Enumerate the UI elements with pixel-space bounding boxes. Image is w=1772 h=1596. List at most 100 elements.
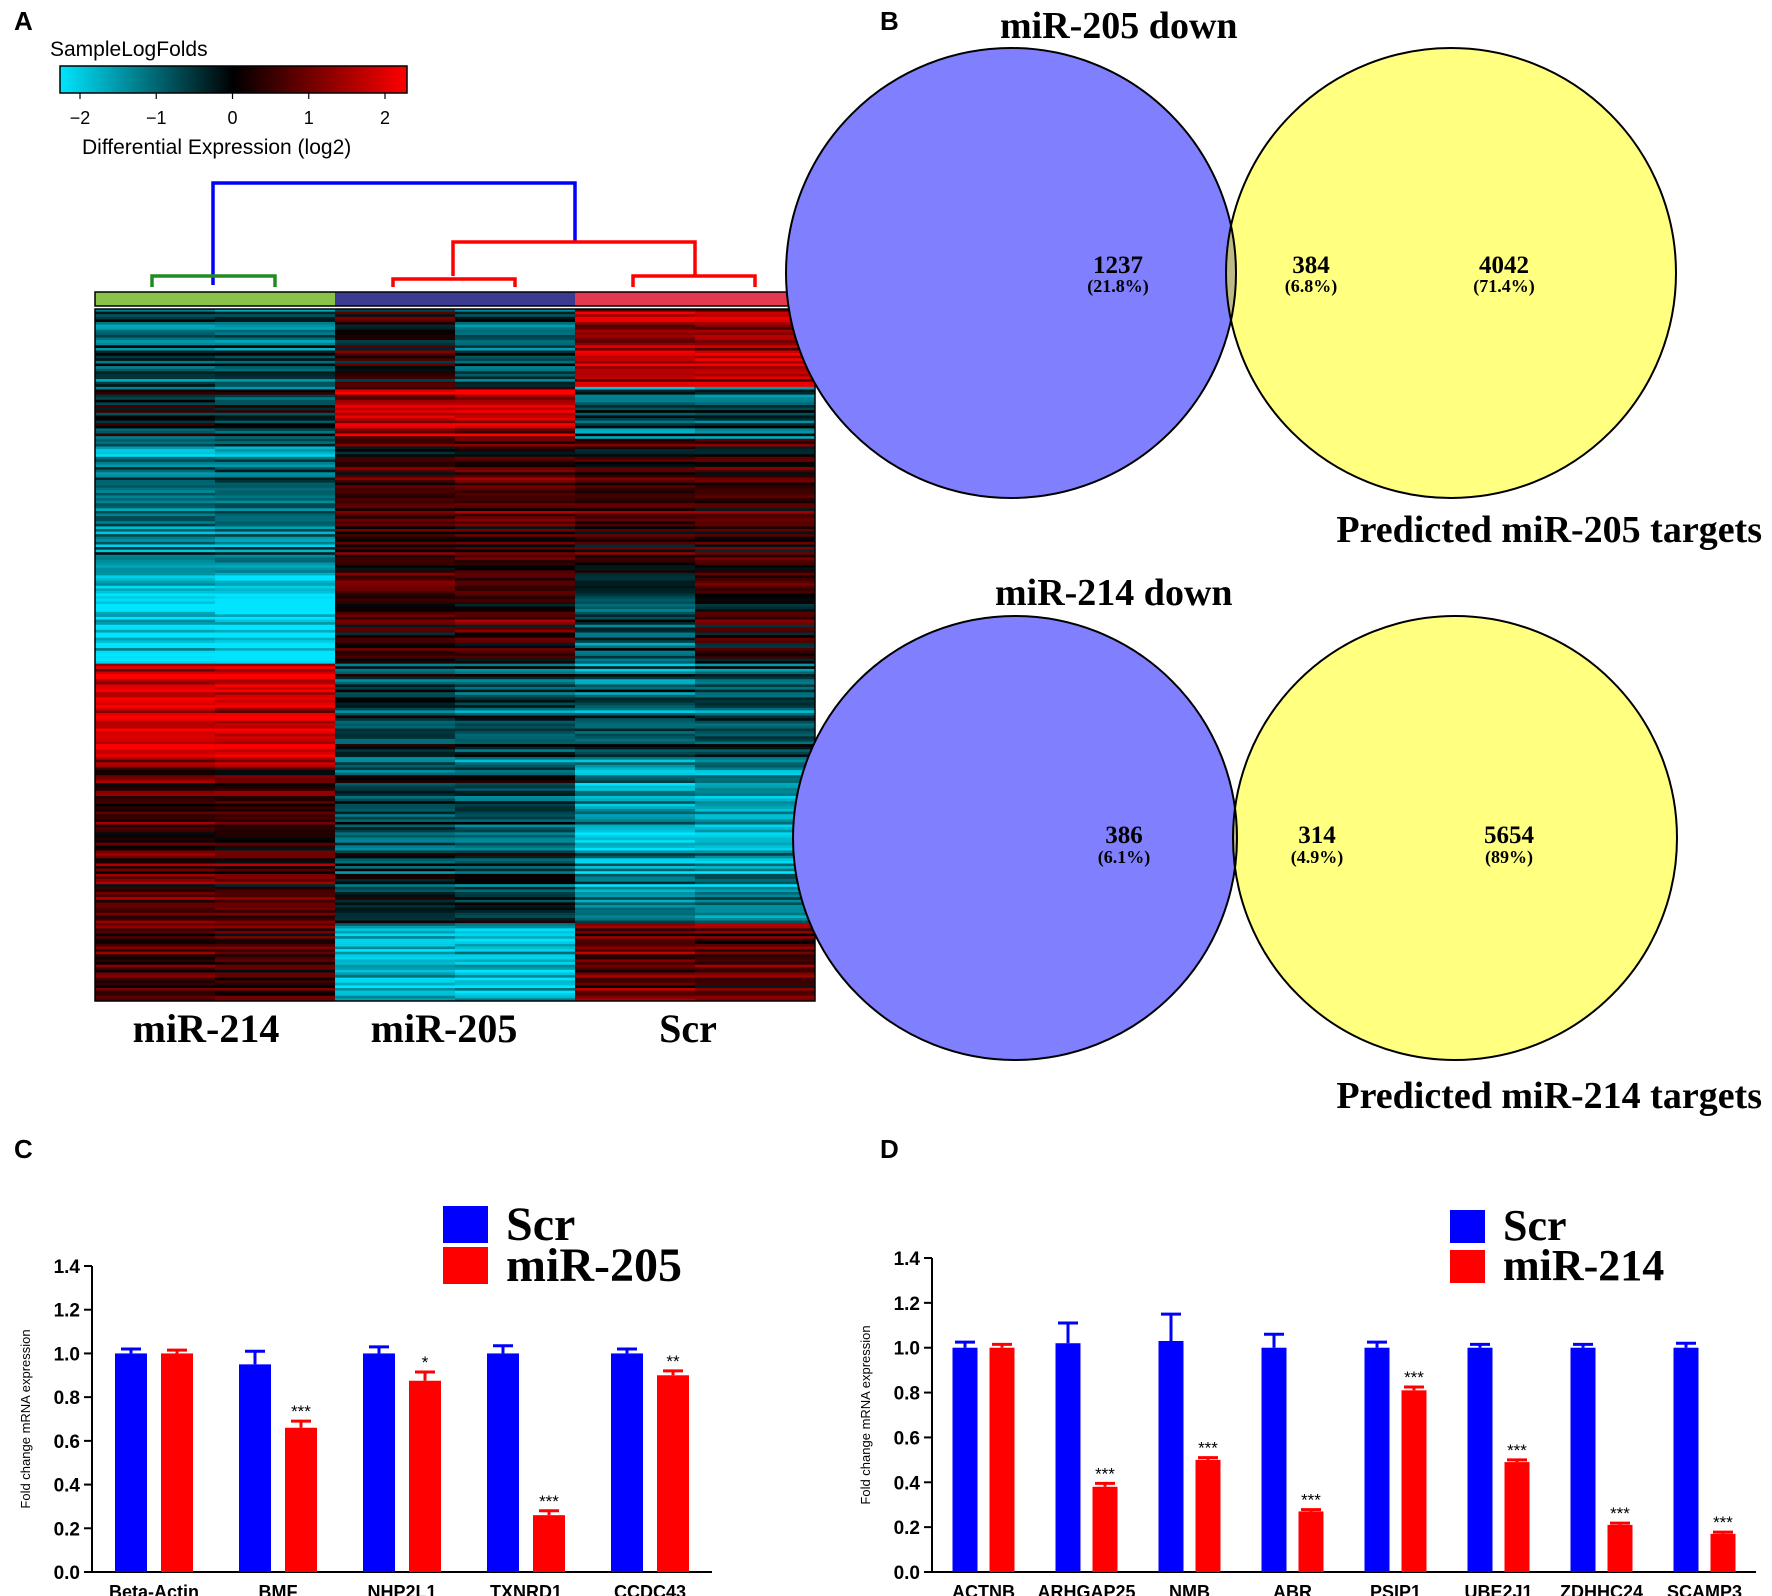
- x-tick-label: ACTNB: [952, 1582, 1015, 1596]
- heatmap-cell: [215, 689, 336, 693]
- heatmap-cell: [455, 642, 576, 646]
- heatmap-cell: [455, 702, 576, 706]
- heatmap-cell: [215, 853, 336, 857]
- heatmap-cell: [95, 710, 216, 714]
- heatmap-cell: [455, 637, 576, 641]
- heatmap-cell: [455, 567, 576, 571]
- heatmap-cell: [95, 845, 216, 849]
- heatmap-cell: [95, 842, 216, 846]
- heatmap-cell: [95, 593, 216, 597]
- heatmap-cell: [695, 622, 816, 626]
- heatmap-cell: [575, 469, 696, 473]
- heatmap-cell: [455, 715, 576, 719]
- heatmap-cell: [95, 705, 216, 709]
- heatmap-cell: [335, 990, 456, 994]
- heatmap-cell: [95, 309, 216, 313]
- heatmap-cell: [95, 637, 216, 641]
- heatmap-cell: [215, 324, 336, 328]
- heatmap-cell: [455, 472, 576, 476]
- heatmap-cell: [215, 510, 336, 515]
- heatmap-cell: [695, 314, 816, 318]
- heatmap-cell: [335, 430, 456, 435]
- heatmap-cell: [215, 345, 336, 349]
- heatmap-cell: [575, 777, 696, 781]
- heatmap-cell: [575, 495, 696, 499]
- heatmap-cell: [335, 585, 456, 589]
- heatmap-cell: [215, 757, 336, 761]
- heatmap-cell: [575, 671, 696, 675]
- heatmap-cell: [215, 954, 336, 958]
- venn-bottom-left-pct: (6.1%): [1098, 847, 1151, 868]
- y-tick-label: 1.0: [894, 1339, 920, 1360]
- heatmap-cell: [695, 751, 816, 755]
- heatmap-cell: [215, 415, 336, 419]
- heatmap-cell: [215, 309, 336, 313]
- heatmap-cell: [695, 733, 816, 737]
- heatmap-cell: [95, 990, 216, 994]
- heatmap-cell: [695, 428, 816, 432]
- heatmap-cell: [575, 650, 696, 654]
- heatmap-cell: [695, 590, 816, 595]
- heatmap-cell: [695, 363, 816, 367]
- heatmap-cell: [695, 759, 816, 763]
- heatmap-cell: [335, 723, 456, 727]
- y-tick-label: 1.2: [54, 1301, 80, 1322]
- heatmap-cell: [575, 611, 696, 615]
- y-tick-label: 0.8: [54, 1388, 80, 1409]
- y-axis-label: Fold change mRNA expression: [858, 1325, 873, 1504]
- heatmap-cell: [335, 461, 456, 466]
- heatmap-cell: [455, 342, 576, 346]
- heatmap-cell: [455, 694, 576, 698]
- heatmap-cell: [335, 498, 456, 502]
- heatmap-cell: [455, 801, 576, 805]
- heatmap-cell: [575, 319, 696, 323]
- heatmap-cell: [335, 392, 456, 396]
- heatmap-cell: [575, 975, 696, 979]
- heatmap-cell: [455, 712, 576, 717]
- heatmap-cell: [215, 666, 336, 670]
- heatmap-cell: [215, 562, 336, 566]
- heatmap-cell: [695, 347, 816, 352]
- heatmap-cell: [335, 951, 456, 955]
- heatmap-cell: [575, 951, 696, 955]
- legend-label-scr: Scr: [506, 1198, 575, 1251]
- venn-top-right-count: 4042: [1479, 252, 1529, 279]
- heatmap-cell: [215, 871, 336, 875]
- x-tick-label: UBE2J1: [1464, 1582, 1532, 1596]
- y-tick-label: 0.2: [54, 1519, 80, 1540]
- colorbar: [59, 65, 408, 94]
- heatmap-cell: [215, 353, 336, 357]
- heatmap-cell: [695, 798, 816, 802]
- heatmap-cell: [335, 821, 456, 826]
- heatmap-cell: [95, 801, 216, 805]
- heatmap-cell: [335, 446, 456, 450]
- heatmap-cell: [335, 449, 456, 453]
- heatmap-cell: [695, 736, 816, 740]
- heatmap-cell: [575, 459, 696, 463]
- heatmap-cell: [575, 557, 696, 561]
- heatmap-cell: [95, 858, 216, 862]
- heatmap-cell: [215, 637, 336, 641]
- heatmap-cell: [215, 399, 336, 403]
- heatmap-cell: [95, 355, 216, 359]
- heatmap-cell: [455, 528, 576, 533]
- heatmap-cell: [575, 624, 696, 628]
- heatmap-cell: [575, 539, 696, 543]
- heatmap-cell: [215, 598, 336, 602]
- heatmap-cell: [95, 886, 216, 890]
- heatmap-cell: [335, 840, 456, 844]
- heatmap-cell: [575, 389, 696, 393]
- heatmap-cell: [215, 449, 336, 453]
- heatmap-cell: [335, 837, 456, 841]
- heatmap-cell: [335, 925, 456, 929]
- heatmap-cell: [455, 723, 576, 727]
- heatmap-cell: [455, 480, 576, 484]
- heatmap-cell: [215, 829, 336, 833]
- heatmap-cell: [455, 490, 576, 494]
- heatmap-cell: [215, 405, 336, 409]
- heatmap-cell: [455, 881, 576, 885]
- heatmap-cell: [455, 601, 576, 605]
- heatmap-cell: [695, 689, 816, 693]
- heatmap-cell: [335, 441, 456, 445]
